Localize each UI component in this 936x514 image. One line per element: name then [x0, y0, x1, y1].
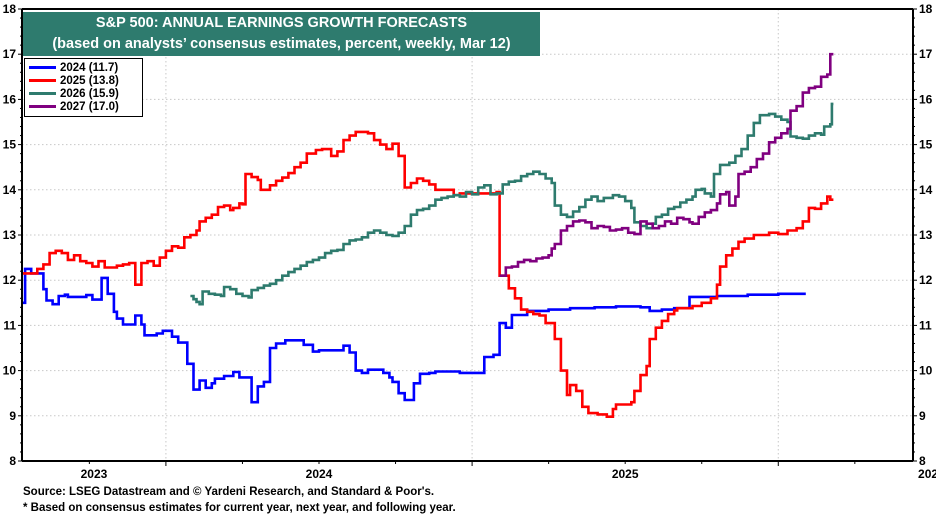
y-tick-label-right: 13: [919, 228, 933, 242]
y-tick-label-left: 9: [9, 409, 16, 423]
legend-item-2027: 2027 (17.0): [29, 100, 142, 113]
y-tick-label-right: 14: [919, 183, 933, 197]
y-tick-label-left: 18: [3, 2, 17, 16]
chart-title: S&P 500: ANNUAL EARNINGS GROWTH FORECAST…: [95, 15, 468, 31]
legend-swatch-2026: [29, 92, 56, 95]
legend: 2024 (11.7) 2025 (13.8) 2026 (15.9) 2027…: [24, 58, 143, 117]
series-line-2027: [499, 52, 834, 277]
series-line-2024: [22, 267, 806, 404]
series-lines: [22, 52, 834, 418]
source-note: Source: LSEG Datastream and © Yardeni Re…: [23, 486, 435, 498]
y-tick-label-left: 10: [3, 364, 17, 378]
y-tick-label-right: 16: [919, 92, 933, 106]
y-tick-label-right: 12: [919, 273, 933, 287]
x-tick-label-2025: 2025: [612, 467, 639, 481]
legend-label-2026: 2026 (15.9): [60, 87, 119, 100]
y-tick-label-left: 17: [3, 47, 17, 61]
y-tick-label-left: 8: [9, 454, 16, 468]
y-tick-label-left: 12: [3, 273, 17, 287]
y-tick-label-left: 15: [3, 138, 17, 152]
y-tick-label-left: 16: [3, 92, 17, 106]
series-line-2025: [22, 130, 834, 418]
y-tick-label-right: 10: [919, 364, 933, 378]
y-tick-label-right: 8: [919, 454, 926, 468]
legend-label-2027: 2027 (17.0): [60, 100, 119, 113]
legend-swatch-2027: [29, 105, 56, 108]
footnote: * Based on consensus estimates for curre…: [23, 502, 456, 514]
y-tick-label-left: 14: [3, 183, 17, 197]
x-tick-label-2024: 2024: [306, 467, 333, 481]
legend-swatch-2025: [29, 79, 56, 82]
legend-item-2024: 2024 (11.7): [29, 61, 142, 74]
legend-label-2024: 2024 (11.7): [60, 61, 119, 74]
y-tick-label-right: 18: [919, 2, 933, 16]
y-tick-label-right: 11: [919, 318, 932, 332]
legend-item-2026: 2026 (15.9): [29, 87, 142, 100]
chart-title-box: S&P 500: ANNUAL EARNINGS GROWTH FORECAST…: [23, 12, 540, 56]
x-tick-label-2023: 2023: [81, 467, 108, 481]
y-tick-label-right: 9: [919, 409, 926, 423]
x-axis: 2023 2024 2025 2026: [81, 461, 936, 481]
series-line-2026: [190, 102, 834, 306]
y-axis-right: 8 9 10 11 12 13 14 15 16 17 18: [913, 2, 933, 468]
y-axis-left: 8 9 10 11 12 13 14 15 16 17 18: [3, 2, 22, 468]
legend-label-2025: 2025 (13.8): [60, 74, 119, 87]
y-tick-label-left: 11: [3, 318, 16, 332]
legend-swatch-2024: [29, 66, 56, 69]
chart-subtitle: (based on analysts’ consensus estimates,…: [52, 36, 511, 52]
y-tick-label-left: 13: [3, 228, 17, 242]
y-tick-label-right: 17: [919, 47, 933, 61]
x-tick-label-2026: 2026: [918, 467, 936, 481]
legend-item-2025: 2025 (13.8): [29, 74, 142, 87]
y-tick-label-right: 15: [919, 138, 933, 152]
